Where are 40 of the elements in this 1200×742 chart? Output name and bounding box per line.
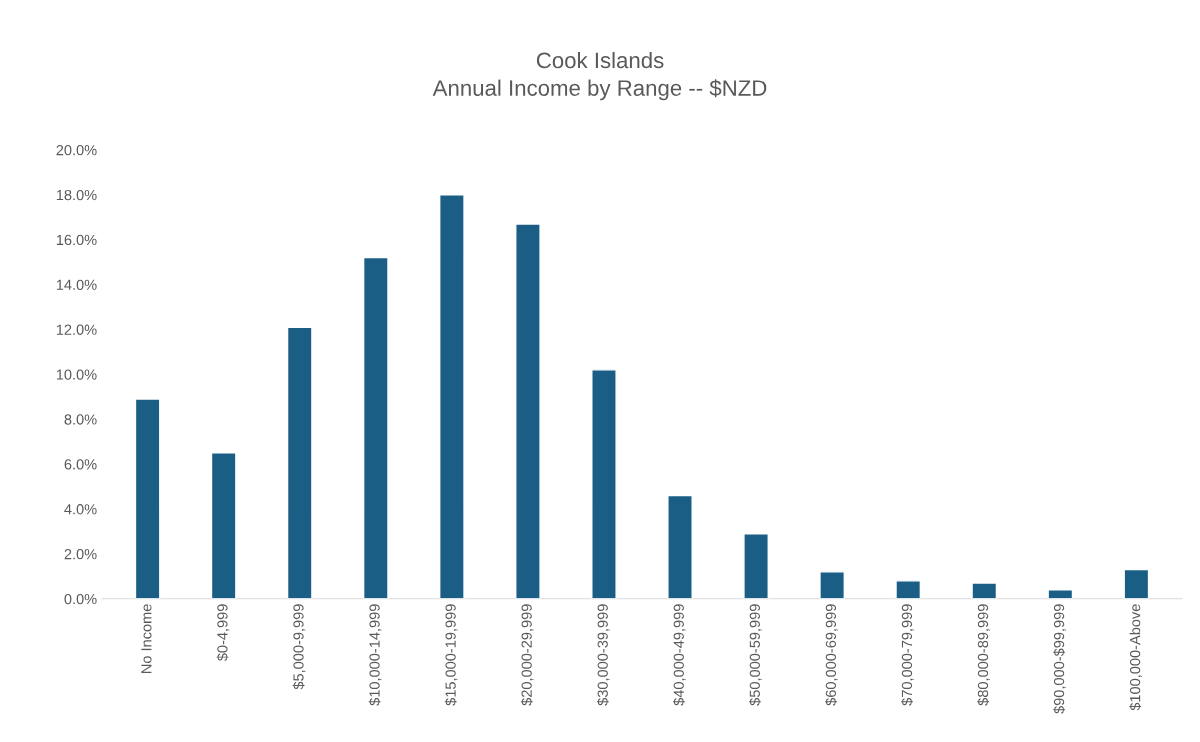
bar [362, 256, 389, 599]
bar [971, 582, 998, 599]
x-tick-label: $100,000-Above [1129, 604, 1142, 711]
y-tick-label: 0.0% [64, 593, 97, 605]
bar [895, 580, 922, 599]
x-tick-label: $90,000-$99,999 [1053, 604, 1066, 714]
y-tick-label: 18.0% [56, 189, 97, 201]
bar [667, 494, 693, 599]
x-tick-label: $20,000-29,999 [520, 604, 534, 706]
y-tick-label: 4.0% [64, 504, 97, 515]
y-tick-label: 2.0% [64, 549, 97, 560]
x-tick-label: $5,000-9,999 [292, 604, 306, 690]
x-tick-label: $70,000-79,999 [901, 604, 914, 706]
x-tick-label: $60,000-69,999 [825, 604, 838, 706]
bar [1123, 568, 1150, 599]
bar [591, 369, 617, 599]
bar [210, 452, 237, 599]
y-tick-label: 12.0% [56, 324, 97, 335]
x-tick-label: $15,000-19,999 [444, 604, 458, 706]
y-tick-label: 20.0% [56, 144, 97, 156]
bar [743, 533, 769, 599]
y-tick-label: 8.0% [64, 414, 97, 425]
y-tick-label: 6.0% [64, 459, 97, 470]
x-tick-label: No Income [141, 604, 152, 673]
bar [438, 194, 465, 599]
y-tick-label: 16.0% [56, 234, 97, 246]
x-tick-label: $50,000-59,999 [749, 604, 762, 706]
x-tick-label: $30,000-39,999 [596, 604, 610, 706]
x-tick-label: $40,000-49,999 [673, 604, 686, 706]
x-tick-label: $80,000-89,999 [977, 604, 990, 706]
bar [134, 398, 161, 599]
x-tick-label: $10,000-14,999 [368, 604, 382, 706]
y-tick-label: 14.0% [56, 279, 97, 290]
bar [515, 223, 541, 599]
chart-title: Cook Islands Annual Income by Range -- $NZD [432, 51, 767, 101]
x-tick-label: $0-4,999 [216, 604, 230, 662]
bar [286, 326, 313, 599]
bar [819, 571, 846, 599]
y-tick-label: 10.0% [56, 369, 97, 380]
bar [1047, 589, 1074, 599]
